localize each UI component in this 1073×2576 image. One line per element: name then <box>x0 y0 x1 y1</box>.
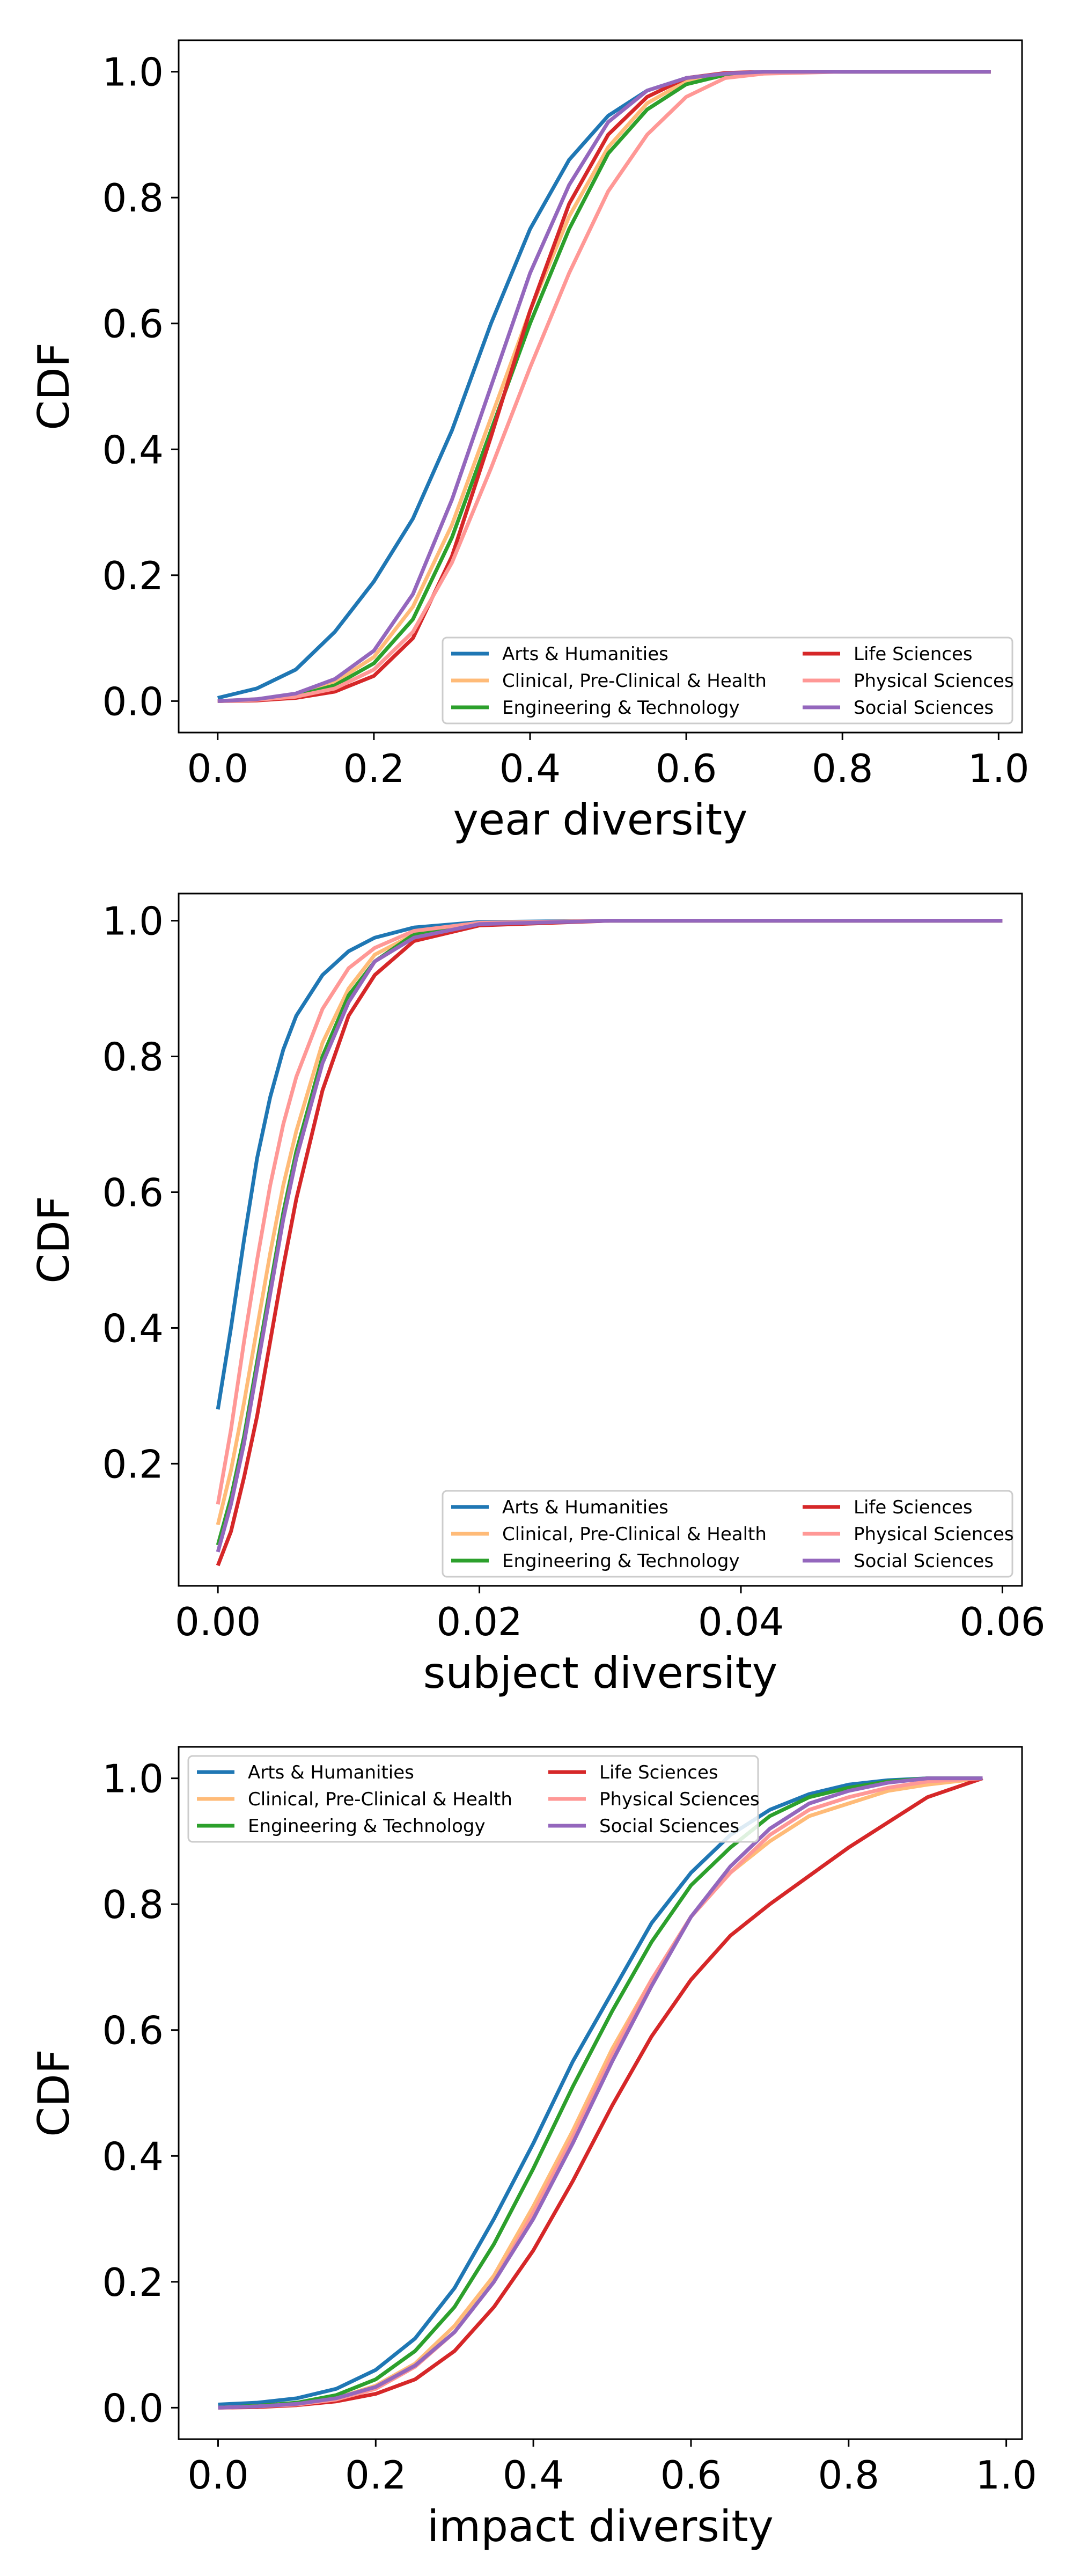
legend-box <box>442 636 1013 724</box>
x-tick-label: 0.4 <box>503 2453 564 2498</box>
y-tick-label: 0.4 <box>102 427 164 472</box>
y-tick-label: 0.6 <box>102 302 164 347</box>
x-tick-label: 0.0 <box>187 746 249 791</box>
legend: Arts & Humanities Clinical, Pre-Clinical … <box>187 1755 760 1843</box>
x-axis-label: impact diversity <box>427 2501 774 2551</box>
axes-frame <box>178 1746 1023 2440</box>
y-axis-label: CDF <box>29 2049 79 2136</box>
series-line-5 <box>216 919 1003 1505</box>
legend-entry-label: Social Sciences <box>599 1816 739 1837</box>
legend-entry-label: Social Sciences <box>854 1550 994 1572</box>
x-tick-label: 0.2 <box>343 746 405 791</box>
series-line-1 <box>216 919 1003 1410</box>
chart-panel-3: 0.0 0.2 0.4 0.6 0.8 1.0 0.0 0.2 0.4 0.6 0.8 1.0 impa… <box>29 1746 1037 2551</box>
series-line-6 <box>217 70 991 703</box>
axes-frame <box>178 39 1023 734</box>
series-line-4 <box>218 1776 983 2410</box>
legend-entry-label: Engineering & Technology <box>502 697 740 719</box>
legend-entry-label: Arts & Humanities <box>248 1762 414 1783</box>
y-tick-label: 1.0 <box>102 1757 164 1802</box>
legend-entry-label: Clinical, Pre-Clinical & Health <box>502 1524 767 1545</box>
legend-entry-label: Arts & Humanities <box>502 1497 668 1518</box>
legend-entry-label: Clinical, Pre-Clinical & Health <box>248 1789 512 1810</box>
y-tick-label: 1.0 <box>102 50 164 95</box>
legend-entry-label: Engineering & Technology <box>248 1816 486 1837</box>
y-tick-label: 0.4 <box>102 1306 164 1351</box>
y-tick-label: 0.2 <box>102 1441 164 1487</box>
y-tick-label: 0.8 <box>102 175 164 221</box>
series-line-4 <box>217 70 991 703</box>
series-line-6 <box>216 919 1003 1553</box>
legend-entry-label: Engineering & Technology <box>502 1550 740 1572</box>
chart-panel-2: 0.00 0.02 0.04 0.06 0.2 0.4 0.6 0.8 1.0 subject d… <box>29 892 1046 1698</box>
legend-entry-label: Physical Sciences <box>599 1789 760 1810</box>
series-line-2 <box>217 70 991 703</box>
legend-entry-label: Physical Sciences <box>854 1524 1014 1545</box>
legend-entry-label: Social Sciences <box>854 697 994 719</box>
series-line-2 <box>218 1776 983 2410</box>
x-tick-label: 0.00 <box>175 1599 261 1644</box>
y-axis-label: CDF <box>29 1196 79 1283</box>
y-tick-label: 0.2 <box>102 553 164 598</box>
legend-box <box>442 1490 1013 1578</box>
series-line-3 <box>218 1776 983 2410</box>
series-line-3 <box>217 70 991 703</box>
chart-panel-1: 0.0 0.2 0.4 0.6 0.8 1.0 0.0 0.2 0.4 0.6 0.8 1.0 year… <box>29 39 1030 845</box>
series-line-2 <box>216 919 1003 1526</box>
series-line-5 <box>217 70 991 703</box>
series-line-5 <box>218 1776 983 2410</box>
legend: Arts & Humanities Clinical, Pre-Clinical … <box>442 1490 1014 1578</box>
x-tick-label: 0.0 <box>187 2453 249 2498</box>
x-tick-label: 1.0 <box>975 2453 1037 2498</box>
x-axis-label: year diversity <box>453 795 748 845</box>
y-tick-label: 0.6 <box>102 1170 164 1215</box>
y-tick-label: 0.4 <box>102 2134 164 2179</box>
x-axis-label: subject diversity <box>423 1648 777 1698</box>
legend-entry-label: Physical Sciences <box>854 670 1014 692</box>
y-tick-label: 0.2 <box>102 2260 164 2305</box>
x-tick-label: 0.6 <box>656 746 717 791</box>
x-tick-label: 0.06 <box>959 1599 1045 1644</box>
legend-box <box>187 1755 759 1843</box>
x-tick-label: 0.04 <box>698 1599 784 1644</box>
x-tick-label: 0.02 <box>436 1599 522 1644</box>
legend-entry-label: Life Sciences <box>854 1497 973 1518</box>
y-axis-label: CDF <box>29 342 79 430</box>
x-tick-label: 0.4 <box>499 746 561 791</box>
legend-entry-label: Clinical, Pre-Clinical & Health <box>502 670 767 692</box>
x-tick-label: 0.8 <box>818 2453 880 2498</box>
legend: Arts & Humanities Clinical, Pre-Clinical … <box>442 636 1014 724</box>
x-tick-label: 1.0 <box>968 746 1030 791</box>
y-tick-label: 0.8 <box>102 1035 164 1080</box>
series-line-6 <box>218 1776 983 2410</box>
series-line-1 <box>218 1776 983 2406</box>
y-tick-label: 1.0 <box>102 899 164 944</box>
series-line-1 <box>217 70 991 700</box>
legend-entry-label: Arts & Humanities <box>502 643 668 665</box>
axes-frame <box>178 892 1023 1587</box>
x-tick-label: 0.2 <box>345 2453 407 2498</box>
y-tick-label: 0.0 <box>102 2385 164 2431</box>
legend-entry-label: Life Sciences <box>599 1762 718 1783</box>
y-tick-label: 0.6 <box>102 2008 164 2053</box>
legend-entry-label: Life Sciences <box>854 643 973 665</box>
x-tick-label: 0.8 <box>812 746 873 791</box>
x-tick-label: 0.6 <box>660 2453 722 2498</box>
y-tick-label: 0.8 <box>102 1882 164 1927</box>
y-tick-label: 0.0 <box>102 679 164 724</box>
